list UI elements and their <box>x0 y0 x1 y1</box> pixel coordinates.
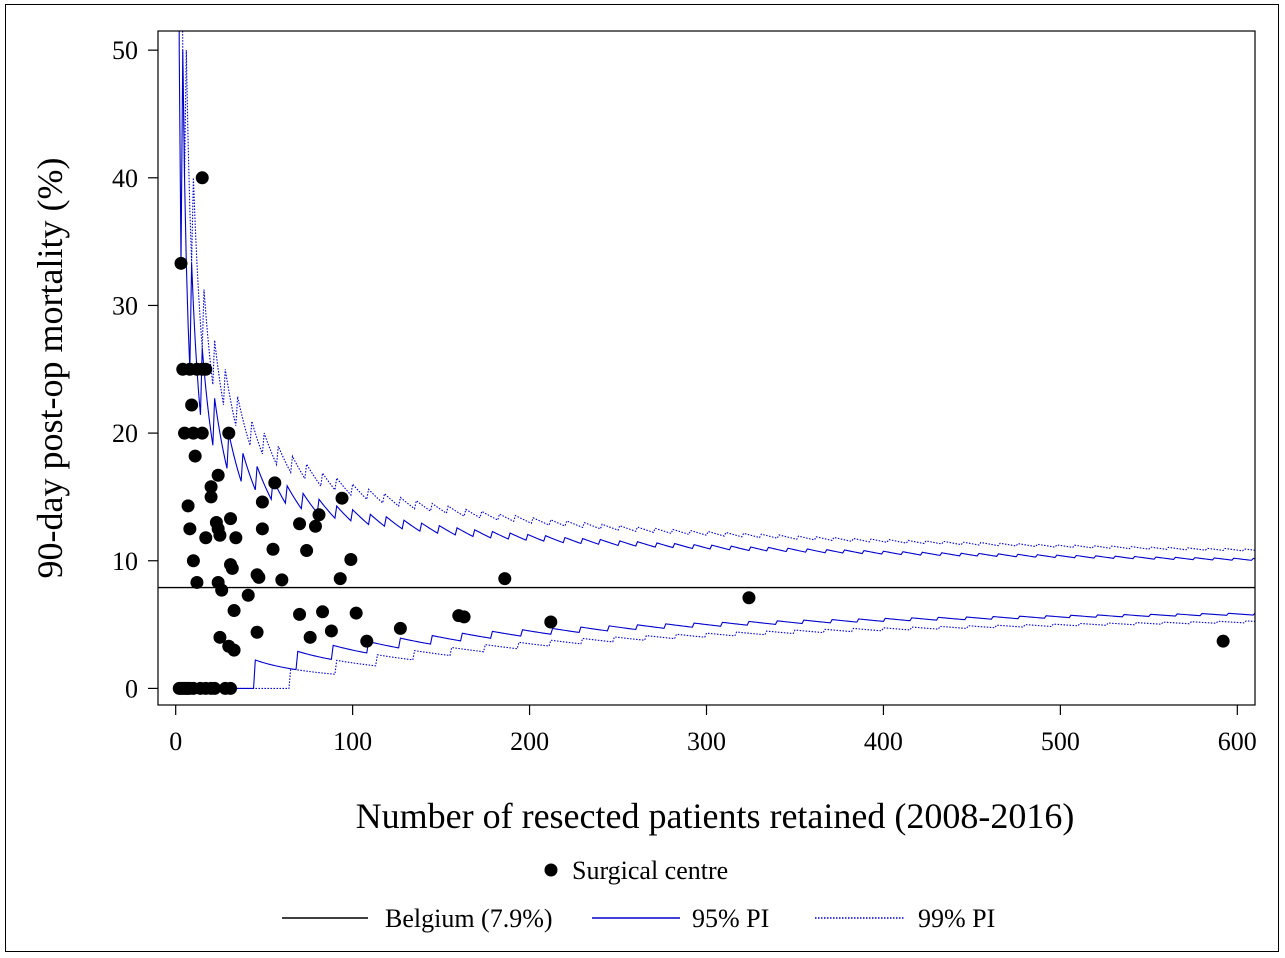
surgical-centre-point <box>213 630 227 644</box>
surgical-centre-point <box>213 528 227 542</box>
prediction-band-layer <box>177 31 1255 689</box>
y-axis-title: 90-day post-op mortality (%) <box>30 158 70 579</box>
figure-frame <box>5 4 1279 952</box>
axis-layer: 0 100 200 300 400 500 600 0 10 20 30 40 50 <box>112 36 1257 756</box>
x-tick-label: 300 <box>687 727 726 756</box>
y-tick-label: 10 <box>112 547 138 576</box>
surgical-centre-point <box>344 552 358 566</box>
surgical-centre-point <box>268 476 282 490</box>
surgical-centre-point <box>303 630 317 644</box>
surgical-centre-point <box>393 621 407 635</box>
surgical-centre-point <box>308 519 322 533</box>
surgical-centre-point <box>224 681 238 695</box>
surgical-centre-point <box>293 517 307 531</box>
surgical-centre-point <box>324 624 338 638</box>
surgical-centre-point <box>190 575 204 589</box>
surgical-centre-point <box>222 426 236 440</box>
surgical-centre-point <box>188 449 202 463</box>
surgical-centre-point <box>199 362 213 376</box>
legend-label-95-pi: 95% PI <box>692 904 769 933</box>
legend-item-99-pi: 99% PI <box>815 904 995 933</box>
surgical-centre-point <box>215 583 229 597</box>
surgical-centre-point <box>208 681 222 695</box>
legend-item-surgical-centre: Surgical centre <box>544 856 728 885</box>
x-tick-label: 500 <box>1041 727 1080 756</box>
scatter-points-layer <box>172 171 1230 695</box>
surgical-centre-point <box>275 573 289 587</box>
lower-limit-99-pi <box>177 620 1255 689</box>
surgical-centre-point <box>1216 634 1230 648</box>
x-tick-label: 0 <box>169 727 182 756</box>
upper-limit-99-pi <box>182 31 1255 552</box>
surgical-centre-point <box>185 398 199 412</box>
y-tick-label: 40 <box>112 164 138 193</box>
surgical-centre-point <box>195 171 209 185</box>
surgical-centre-point <box>316 605 330 619</box>
surgical-centre-point <box>227 643 241 657</box>
y-tick-label: 30 <box>112 291 138 320</box>
surgical-centre-point <box>195 426 209 440</box>
surgical-centre-point <box>293 607 307 621</box>
y-tick-label: 0 <box>125 674 138 703</box>
surgical-centre-point <box>183 522 197 536</box>
surgical-centre-point <box>181 499 195 513</box>
surgical-centre-point <box>252 570 266 584</box>
surgical-centre-point <box>199 531 213 545</box>
surgical-centre-point <box>204 480 218 494</box>
x-tick-label: 600 <box>1218 727 1257 756</box>
surgical-centre-point <box>498 572 512 586</box>
surgical-centre-point <box>544 615 558 629</box>
surgical-centre-point <box>211 468 225 482</box>
surgical-centre-point <box>227 604 241 618</box>
surgical-centre-point <box>300 544 314 558</box>
legend-item-belgium: Belgium (7.9%) <box>282 904 553 933</box>
surgical-centre-point <box>255 495 269 509</box>
legend-label-belgium: Belgium (7.9%) <box>385 904 553 933</box>
legend-label-99-pi: 99% PI <box>918 904 995 933</box>
plot-area-border <box>157 30 1256 706</box>
x-tick-label: 200 <box>510 727 549 756</box>
legend-item-95-pi: 95% PI <box>592 904 769 933</box>
x-tick-label: 100 <box>333 727 372 756</box>
surgical-centre-point <box>250 625 264 639</box>
surgical-centre-point <box>742 591 756 605</box>
x-axis-title: Number of resected patients retained (20… <box>356 796 1075 836</box>
surgical-centre-point <box>225 561 239 575</box>
y-tick-label: 50 <box>112 36 138 65</box>
surgical-centre-point <box>335 491 349 505</box>
surgical-centre-point <box>241 588 255 602</box>
lower-limit-95-pi <box>177 612 1255 689</box>
surgical-centre-point <box>349 606 363 620</box>
x-tick-label: 400 <box>864 727 903 756</box>
surgical-centre-point <box>333 572 347 586</box>
surgical-centre-point <box>186 554 200 568</box>
surgical-centre-point <box>312 508 326 522</box>
surgical-centre-point <box>457 610 471 624</box>
y-tick-label: 20 <box>112 419 138 448</box>
legend-marker-point <box>544 863 558 877</box>
legend: Surgical centre Belgium (7.9%) 95% PI 99… <box>282 856 995 933</box>
surgical-centre-point <box>255 522 269 536</box>
upper-limit-95-pi <box>178 31 1255 561</box>
surgical-centre-point <box>229 531 243 545</box>
legend-label-surgical-centre: Surgical centre <box>572 856 728 885</box>
surgical-centre-point <box>174 256 188 270</box>
surgical-centre-point <box>224 512 238 526</box>
surgical-centre-point <box>360 634 374 648</box>
surgical-centre-point <box>266 542 280 556</box>
surgical-centre-point <box>204 490 218 504</box>
